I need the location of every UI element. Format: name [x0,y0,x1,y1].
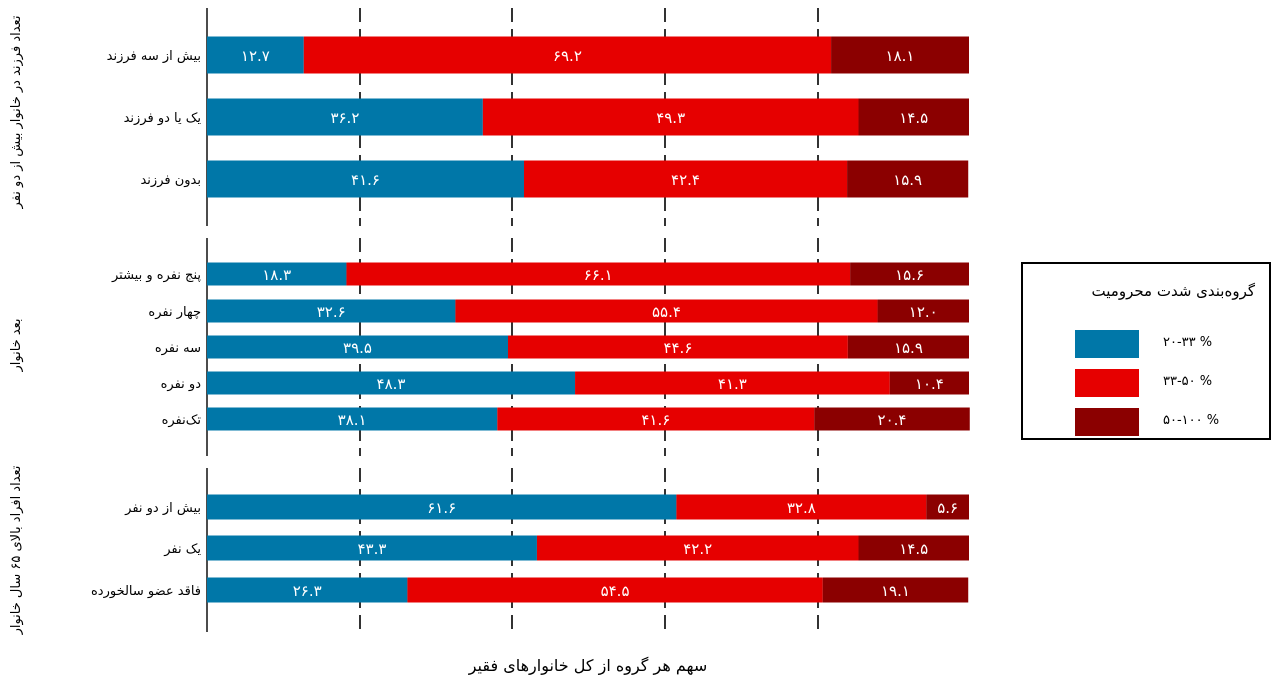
data-label: ۱۲.۰ [909,303,938,321]
data-label: ۳۹.۵ [343,339,372,357]
category-label: پنج نفره و بیشتر [111,268,201,283]
data-label: ۱۵.۹ [894,339,923,357]
bar-segment [207,36,304,74]
category-label: فاقد عضو سالخورده [91,584,201,599]
bar-segment [850,262,969,286]
bar-segment [877,299,969,323]
bar-segment [303,36,832,74]
category-label: یک یا دو فرزند [124,111,202,126]
bar-segment [207,577,408,603]
bar-segment [207,262,347,286]
group-label: بعد خانوار [9,318,24,372]
data-label: ۴۲.۲ [683,540,712,558]
data-label: ۱۸.۳ [262,266,291,284]
data-label: ۴۱.۶ [351,171,380,189]
legend-item-label: ۲۰-۳۳ % [1163,335,1213,350]
legend: گروه‌بندی شدت محرومیت ۲۰-۳۳ % ۳۳-۵۰ % ۵۰… [1021,262,1271,440]
bar-segment [523,160,848,198]
legend-item-label: ۳۳-۵۰ % [1163,374,1213,389]
label-layer: تعداد فرزند در خانوار بیش از دو نفر بیش ا… [9,15,958,635]
data-label: ۲۶.۳ [293,582,322,600]
bar-segment [814,407,970,431]
bar-segment [847,335,969,359]
data-label: ۶۹.۲ [553,47,582,65]
group-label: تعداد فرزند در خانوار بیش از دو نفر [9,15,24,209]
bar-segment [207,299,456,323]
bar-segment [455,299,878,323]
category-label: دو نفره [161,377,202,392]
data-label: ۳۸.۱ [338,411,367,429]
data-label: ۱۵.۹ [893,171,922,189]
legend-swatch [1075,330,1139,358]
bar-segment [507,335,848,359]
legend-item: ۲۰-۳۳ % [1075,330,1255,358]
bar-segment [822,577,969,603]
category-label: بدون فرزند [140,173,201,188]
data-label: ۴۱.۶ [641,411,670,429]
bar-segment [497,407,815,431]
data-label: ۵۴.۵ [601,582,630,600]
legend-swatch [1075,408,1139,436]
data-label: ۴۹.۳ [656,109,685,127]
bar-segment [926,494,969,520]
bar-segment [207,371,576,395]
bar-segment [831,36,969,74]
data-label: ۶۶.۱ [584,266,613,284]
legend-item-label: ۵۰-۱۰۰ % [1163,413,1220,428]
data-label: ۴۳.۳ [357,540,386,558]
data-label: ۴۸.۳ [377,375,406,393]
data-label: ۵۵.۴ [652,303,681,321]
data-label: ۳۲.۸ [787,499,816,517]
bar-segment [847,160,969,198]
data-label: ۱۴.۵ [899,109,928,127]
data-label: ۱۰.۴ [915,375,944,393]
legend-swatch [1075,369,1139,397]
legend-title: گروه‌بندی شدت محرومیت [1091,282,1255,300]
category-label: بیش از دو نفر [124,501,201,516]
data-label: ۲۰.۴ [878,411,907,429]
x-axis-title: سهم هر گروه از کل خانوارهای فقیر [468,656,708,676]
data-label: ۱۹.۱ [881,582,910,600]
bar-segment [207,494,677,520]
data-label: ۵.۶ [937,499,958,517]
bar-segment [207,160,524,198]
data-label: ۳۶.۲ [330,109,359,127]
data-label: ۱۴.۵ [899,540,928,558]
bar-segment [575,371,890,395]
bar-segment [536,535,859,561]
bar-segment [207,535,537,561]
category-label: بیش از سه فرزند [107,49,201,64]
bar-segment [207,98,483,136]
data-label: ۴۲.۴ [671,171,700,189]
data-label: ۱۸.۱ [886,47,915,65]
bar-segment [889,371,969,395]
bar-segment [482,98,859,136]
category-label: یک نفر [163,542,201,557]
bar-segment [676,494,927,520]
bar-segment [207,407,498,431]
data-label: ۶۱.۶ [427,499,456,517]
data-label: ۱۲.۷ [241,47,270,65]
data-label: ۱۵.۶ [895,266,924,284]
bar-layer [207,36,970,603]
category-label: تک‌نفره [162,413,202,428]
data-label: ۴۱.۳ [718,375,747,393]
bar-segment [858,98,969,136]
bar-segment [858,535,969,561]
bar-segment [407,577,823,603]
data-label: ۳۲.۶ [317,303,346,321]
legend-item: ۵۰-۱۰۰ % [1075,408,1255,436]
legend-item: ۳۳-۵۰ % [1075,369,1255,397]
category-label: چهار نفره [148,305,201,320]
bar-segment [207,335,508,359]
group-label: تعداد افراد بالای ۶۵ سال خانوار [9,465,24,635]
data-label: ۴۴.۶ [663,339,692,357]
category-label: سه نفره [155,341,201,356]
bar-segment [346,262,851,286]
